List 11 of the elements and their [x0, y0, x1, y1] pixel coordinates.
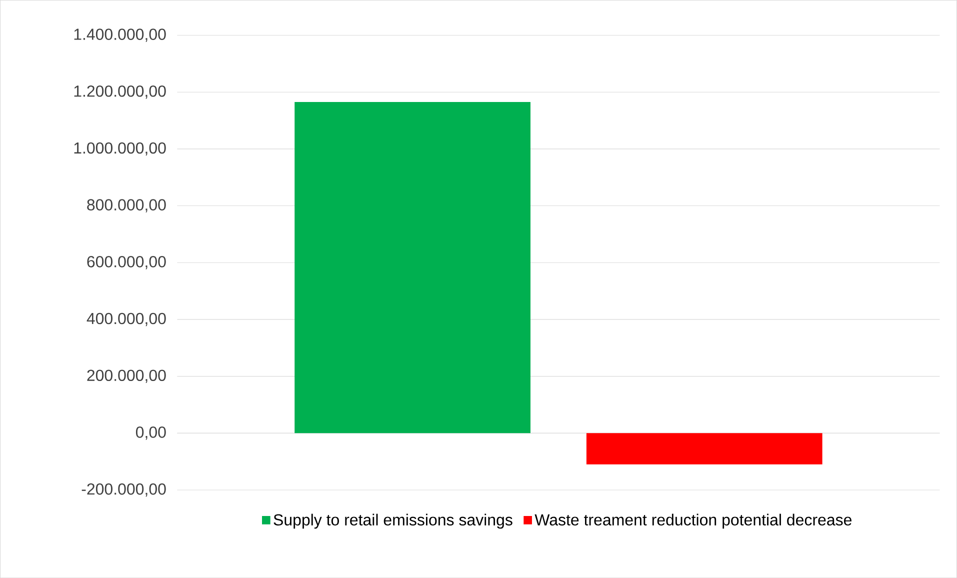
- y-tick-label: -200.000,00: [82, 483, 166, 496]
- y-tick-label: 1.000.000,00: [74, 142, 166, 156]
- y-tick-label: 200.000,00: [87, 370, 166, 383]
- y-tick-label: 800.000,00: [87, 199, 166, 212]
- y-tick-label: 600.000,00: [87, 256, 166, 270]
- y-tick-label: 1.200.000,00: [74, 85, 166, 99]
- y-tick-label: 400.000,00: [86, 312, 166, 326]
- legend-label: Waste treament reduction potential decrease: [534, 514, 852, 529]
- legend-label: Supply to retail emissions savings: [274, 514, 512, 529]
- y-tick-label: 0,00: [136, 426, 166, 440]
- y-tick-label: 1.400.000,00: [74, 28, 166, 42]
